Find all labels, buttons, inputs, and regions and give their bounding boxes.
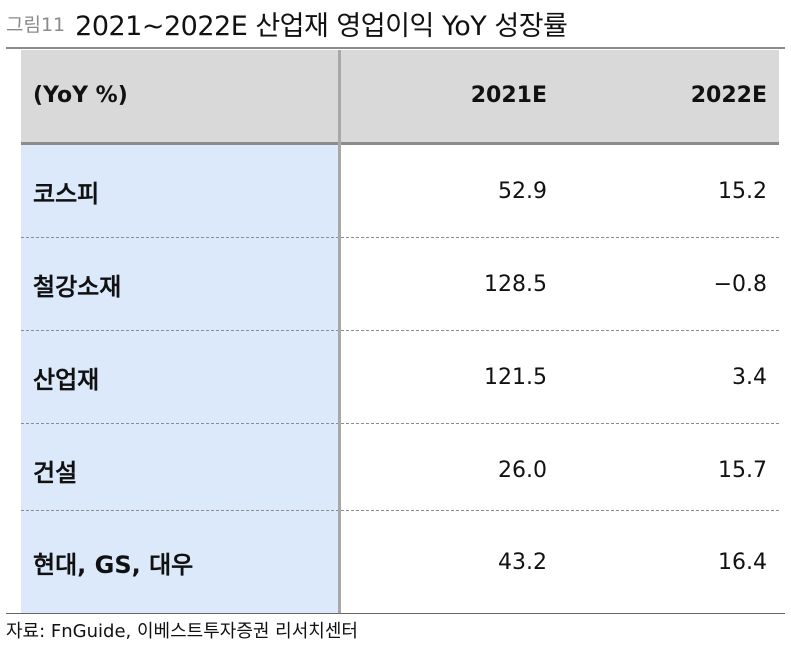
figure-title-bar: 그림11 2021~2022E 산업재 영업이익 YoY 성장률 <box>6 0 568 46</box>
row-value-2022e: 3.4 <box>732 364 767 390</box>
row-value-2021e: 43.2 <box>498 549 547 575</box>
row-label-kospi: 코스피 <box>33 179 100 208</box>
table-row: 산업재 121.5 3.4 <box>21 331 779 423</box>
row-divider <box>21 423 779 424</box>
row-value-2022e: 15.2 <box>718 178 767 204</box>
label-column-band <box>21 145 338 613</box>
row-value-2022e: −0.8 <box>713 271 767 297</box>
table-header: (YoY %) 2021E 2022E <box>21 50 779 145</box>
column-separator <box>338 50 341 613</box>
header-2022e: 2022E <box>690 83 767 108</box>
row-divider <box>21 510 779 511</box>
figure-title: 2021~2022E 산업재 영업이익 YoY 성장률 <box>75 10 568 42</box>
header-unit-label: (YoY %) <box>33 83 128 108</box>
top-rule <box>6 47 785 49</box>
row-value-2022e: 15.7 <box>718 457 767 483</box>
row-value-2021e: 52.9 <box>498 178 547 204</box>
header-2021e: 2021E <box>470 83 547 108</box>
row-label-steel: 철강소재 <box>33 272 122 301</box>
table-row: 철강소재 128.5 −0.8 <box>21 238 779 330</box>
figure-number: 그림11 <box>6 13 66 36</box>
row-value-2021e: 26.0 <box>498 457 547 483</box>
table-row: 코스피 52.9 15.2 <box>21 145 779 237</box>
table-row: 현대, GS, 대우 43.2 16.4 <box>21 511 779 613</box>
row-divider <box>21 237 779 238</box>
row-value-2021e: 121.5 <box>484 364 547 390</box>
bottom-rule <box>6 613 785 614</box>
table-row: 건설 26.0 15.7 <box>21 424 779 516</box>
growth-table: (YoY %) 2021E 2022E 코스피 52.9 15.2 철강소재 1… <box>21 50 781 613</box>
row-value-2021e: 128.5 <box>484 271 547 297</box>
row-value-2022e: 16.4 <box>718 549 767 575</box>
row-divider <box>21 330 779 331</box>
row-label-construction: 건설 <box>33 458 78 487</box>
source-note: 자료: FnGuide, 이베스트투자증권 리서치센터 <box>6 621 358 642</box>
row-label-builders: 현대, GS, 대우 <box>33 550 194 579</box>
row-label-industrials: 산업재 <box>33 365 100 394</box>
